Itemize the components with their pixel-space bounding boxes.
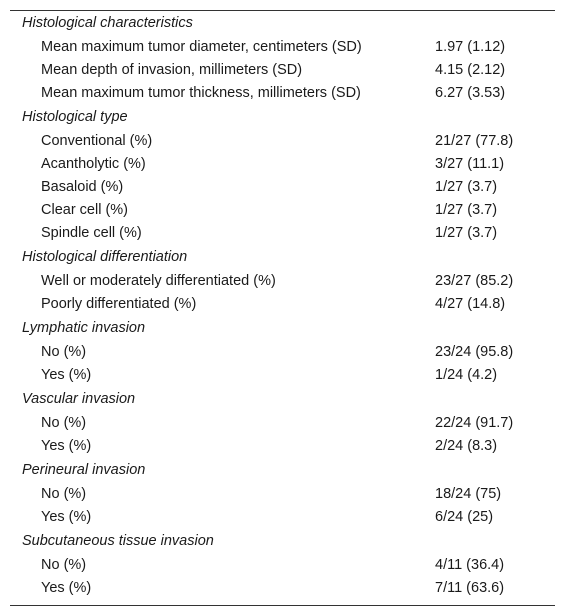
section-header: Perineural invasion <box>22 462 146 478</box>
row-value: 22/24 (91.7) <box>435 415 514 431</box>
row-label: Mean depth of invasion, millimeters (SD) <box>41 62 303 78</box>
row-label: No (%) <box>41 344 87 360</box>
row-value: 4/27 (14.8) <box>435 296 506 312</box>
table-row: Mean maximum tumor thickness, millimeter… <box>10 82 555 105</box>
section-header: Lymphatic invasion <box>22 320 146 336</box>
table-row: Yes (%) 7/11 (63.6) <box>10 577 555 600</box>
table-row: Well or moderately differentiated (%) 23/… <box>10 270 555 293</box>
row-value: 1/27 (3.7) <box>435 225 498 241</box>
table-row: No (%) 22/24 (91.7) <box>10 412 555 435</box>
row-value: 6.27 (3.53) <box>435 85 506 101</box>
row-label: Poorly differentiated (%) <box>41 296 197 312</box>
row-value: 4/11 (36.4) <box>435 557 505 573</box>
table-row: Clear cell (%) 1/27 (3.7) <box>10 199 555 222</box>
table-row: Yes (%) 1/24 (4.2) <box>10 364 555 387</box>
row-value: 21/27 (77.8) <box>435 133 514 149</box>
section-header: Histological differentiation <box>22 249 188 265</box>
row-value: 2/24 (8.3) <box>435 438 498 454</box>
table-row: Yes (%) 6/24 (25) <box>10 506 555 529</box>
table-row: Mean maximum tumor diameter, centimeters… <box>10 36 555 59</box>
row-label: No (%) <box>41 557 87 573</box>
table: Histological characteristics Mean maximum… <box>10 10 555 606</box>
row-value: 23/27 (85.2) <box>435 273 514 289</box>
table-row: No (%) 18/24 (75) <box>10 483 555 506</box>
row-label: No (%) <box>41 415 87 431</box>
row-value: 3/27 (11.1) <box>435 156 505 172</box>
table-row: No (%) 23/24 (95.8) <box>10 341 555 364</box>
row-value: 18/24 (75) <box>435 486 502 502</box>
row-label: Acantholytic (%) <box>41 156 146 172</box>
row-label: Basaloid (%) <box>41 179 124 195</box>
row-label: Mean maximum tumor diameter, centimeters… <box>41 39 362 55</box>
row-label: Clear cell (%) <box>41 202 129 218</box>
table-row: Spindle cell (%) 1/27 (3.7) <box>10 222 555 245</box>
row-label: Mean maximum tumor thickness, millimeter… <box>41 85 361 101</box>
section-header: Histological type <box>22 109 128 125</box>
spacer <box>10 600 555 605</box>
row-label: No (%) <box>41 486 87 502</box>
table-row: Conventional (%) 21/27 (77.8) <box>10 130 555 153</box>
row-value: 23/24 (95.8) <box>435 344 514 360</box>
row-label: Yes (%) <box>41 580 92 596</box>
section-header: Subcutaneous tissue invasion <box>22 533 214 549</box>
table-row: Basaloid (%) 1/27 (3.7) <box>10 176 555 199</box>
row-label: Yes (%) <box>41 438 92 454</box>
table-row: Mean depth of invasion, millimeters (SD)… <box>10 59 555 82</box>
row-label: Yes (%) <box>41 367 92 383</box>
section-header: Vascular invasion <box>22 391 136 407</box>
table-row: Yes (%) 2/24 (8.3) <box>10 435 555 458</box>
row-label: Spindle cell (%) <box>41 225 142 241</box>
row-label: Conventional (%) <box>41 133 153 149</box>
table-row: No (%) 4/11 (36.4) <box>10 554 555 577</box>
row-value: 1.97 (1.12) <box>435 39 506 55</box>
row-label: Yes (%) <box>41 509 92 525</box>
row-value: 7/11 (63.6) <box>435 580 505 596</box>
row-label: Well or moderately differentiated (%) <box>41 273 276 289</box>
row-value: 1/27 (3.7) <box>435 179 498 195</box>
row-value: 4.15 (2.12) <box>435 62 506 78</box>
table-row: Poorly differentiated (%) 4/27 (14.8) <box>10 293 555 316</box>
row-value: 6/24 (25) <box>435 509 494 525</box>
row-value: 1/24 (4.2) <box>435 367 498 383</box>
table-row: Acantholytic (%) 3/27 (11.1) <box>10 153 555 176</box>
section-header: Histological characteristics <box>22 15 193 31</box>
row-value: 1/27 (3.7) <box>435 202 498 218</box>
